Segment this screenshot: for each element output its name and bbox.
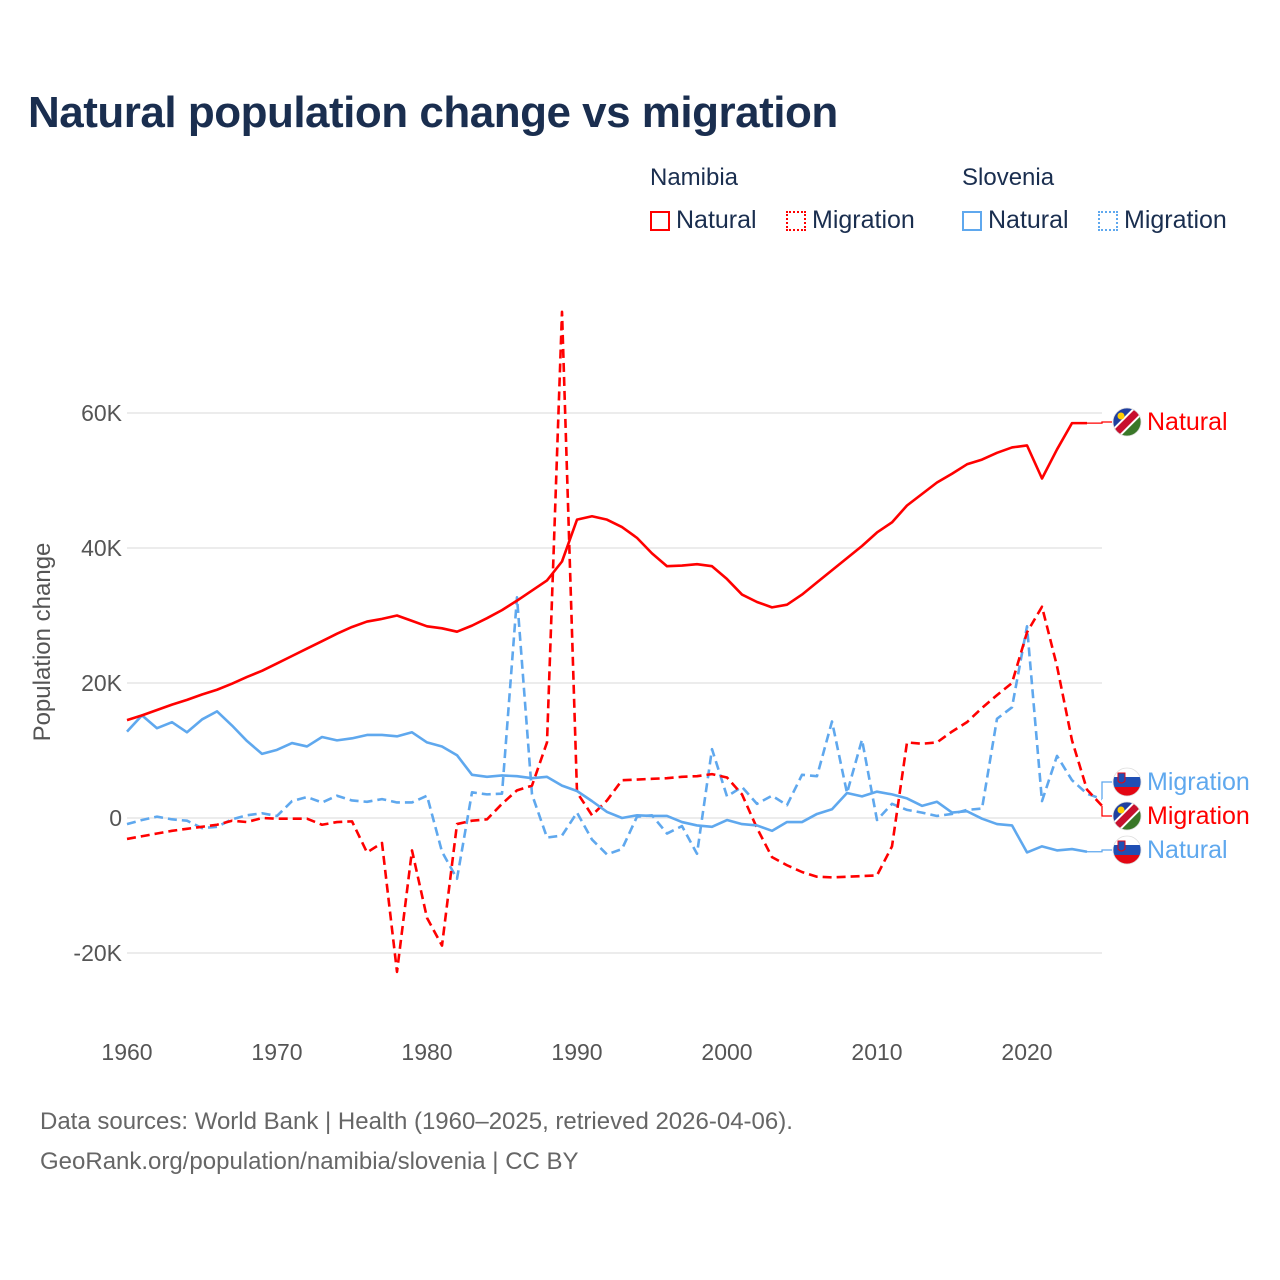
series-line-namibia-migration [126,310,1103,974]
end-label-namibia-migration: Migration [1147,802,1250,830]
legend-label: Migration [1124,206,1227,234]
legend-swatch-dotted [1098,210,1118,231]
legend-swatch-solid [962,210,982,231]
legend-group-slovenia: Slovenia [962,164,1055,191]
slovenia-flag-icon [1112,835,1142,865]
flag-body [1113,802,1141,830]
legend-swatch-dotted [786,210,806,231]
x-tick-label: 2010 [851,1039,902,1065]
flag-border [1112,767,1142,797]
flag-red [1113,787,1141,796]
flag-blue [1113,845,1141,855]
footer-link[interactable]: GeoRank.org/population/namibia/slovenia … [40,1148,579,1175]
legend-item-slovenia-migration[interactable]: Migration [1098,206,1227,235]
flag-coat [1117,840,1126,852]
x-tick-label: 1970 [251,1039,302,1065]
end-label-namibia-natural: Natural [1147,408,1228,436]
flag-red [1113,855,1141,864]
x-tick-label: 1980 [401,1039,452,1065]
flag-sun [1117,412,1125,420]
series-line-slovenia-migration [126,595,1103,881]
flag-white [1113,836,1141,845]
y-tick-label: 0 [109,805,122,831]
y-tick-label: 40K [81,535,123,561]
label-connector [1087,849,1112,853]
footer-sources: Data sources: World Bank | Health (1960–… [40,1108,793,1135]
legend-swatch-solid [650,210,670,231]
y-tick-label: 60K [81,400,123,426]
legend-item-namibia-migration[interactable]: Migration [786,206,915,235]
flag-border [1112,801,1142,831]
label-connector [1101,805,1112,817]
chart-title: Natural population change vs migration [28,88,838,137]
flag-border [1112,835,1142,865]
legend-item-slovenia-natural[interactable]: Natural [962,206,1069,235]
series-line-namibia-natural [126,421,1087,722]
flag-border [1112,407,1142,437]
x-tick-label: 1960 [101,1039,152,1065]
flag-coat [1117,772,1126,784]
namibia-flag-icon [1112,407,1142,437]
label-connector [1087,421,1112,424]
x-tick-label: 2020 [1001,1039,1052,1065]
series-line-slovenia-natural [126,710,1088,854]
y-tick-label: 20K [81,670,123,696]
label-connector [1101,781,1112,800]
flag-blue [1113,777,1141,787]
flag-white [1113,768,1141,777]
legend-label: Natural [988,206,1069,234]
flag-body [1113,768,1141,796]
legend-item-namibia-natural[interactable]: Natural [650,206,757,235]
end-label-slovenia-natural: Natural [1147,836,1228,864]
legend-label: Natural [676,206,757,234]
flag-body [1113,836,1141,864]
legend-label: Migration [812,206,915,234]
flag-body [1113,408,1141,436]
slovenia-flag-icon [1112,767,1142,797]
legend-group-namibia: Namibia [650,164,739,191]
x-tick-label: 1990 [551,1039,602,1065]
namibia-flag-icon [1112,801,1142,831]
y-tick-label: -20K [73,940,122,966]
end-label-slovenia-migration: Migration [1147,768,1250,796]
flag-sun [1117,806,1125,814]
y-axis-label: Population change [29,543,56,742]
x-tick-label: 2000 [701,1039,752,1065]
